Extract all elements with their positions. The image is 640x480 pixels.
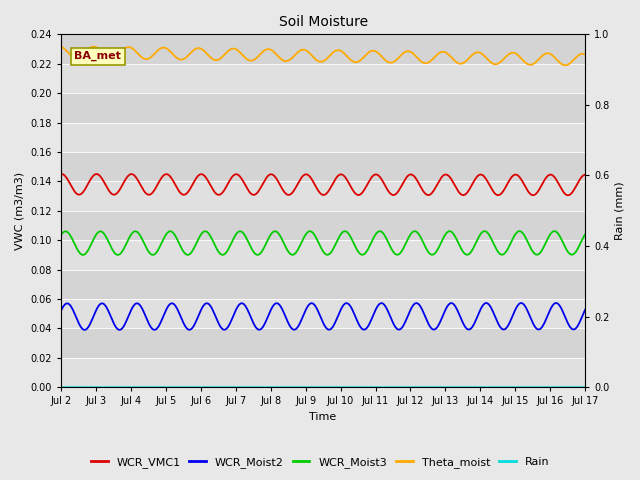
Bar: [61, 240, 585, 270]
Y-axis label: Rain (mm): Rain (mm): [615, 181, 625, 240]
Bar: [61, 299, 585, 328]
Bar: [61, 358, 585, 387]
X-axis label: Time: Time: [310, 412, 337, 422]
Bar: [61, 181, 585, 211]
Bar: [61, 64, 585, 93]
Title: Soil Moisture: Soil Moisture: [278, 15, 368, 29]
Bar: [61, 122, 585, 152]
Text: BA_met: BA_met: [74, 51, 121, 61]
Legend: WCR_VMC1, WCR_Moist2, WCR_Moist3, Theta_moist, Rain: WCR_VMC1, WCR_Moist2, WCR_Moist3, Theta_…: [86, 452, 554, 472]
Y-axis label: VWC (m3/m3): VWC (m3/m3): [15, 172, 25, 250]
